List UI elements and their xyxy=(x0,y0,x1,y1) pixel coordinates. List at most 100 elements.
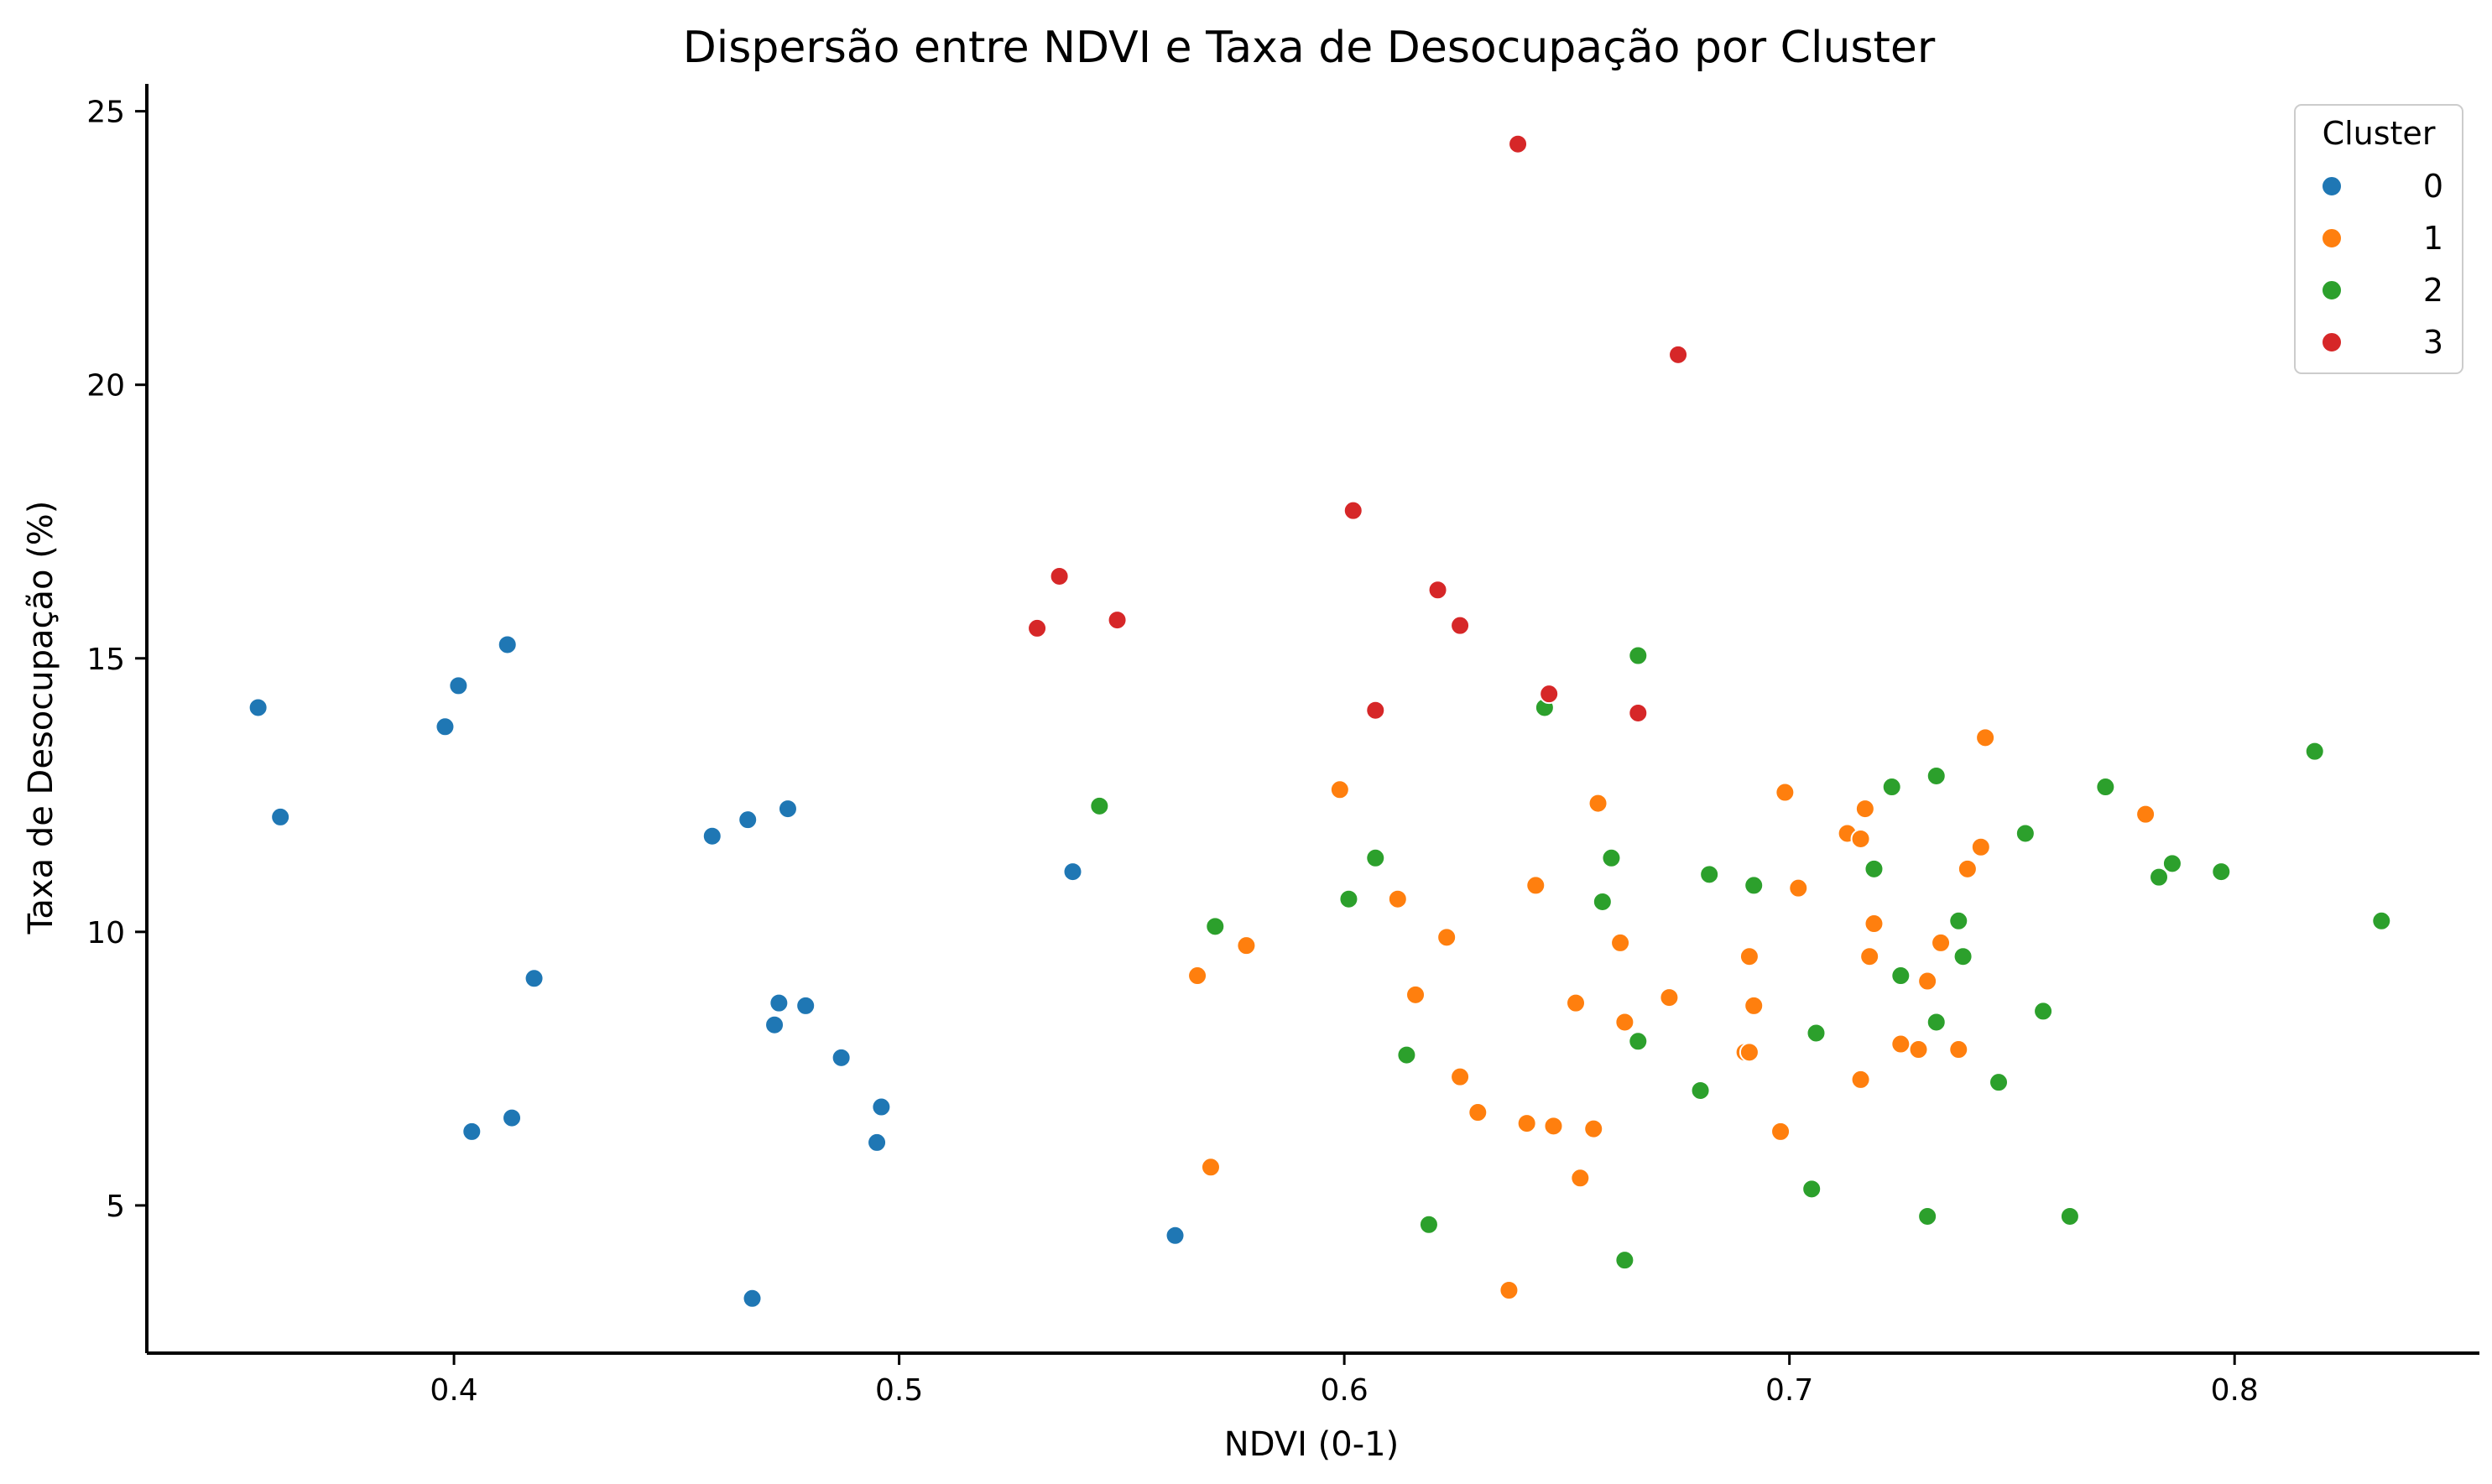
data-point-cluster-2 xyxy=(1806,1023,1827,1044)
data-point-cluster-0 xyxy=(502,1107,523,1128)
data-point-cluster-3 xyxy=(1027,617,1048,638)
data-point-cluster-1 xyxy=(1468,1102,1488,1123)
data-point-cluster-1 xyxy=(1525,875,1546,896)
legend-label-cluster-3: 3 xyxy=(2423,324,2443,361)
data-point-cluster-2 xyxy=(1592,891,1613,912)
data-point-cluster-2 xyxy=(2304,741,2325,762)
data-point-cluster-1 xyxy=(1329,779,1350,800)
data-point-cluster-2 xyxy=(1926,1012,1947,1033)
legend-label-cluster-2: 2 xyxy=(2423,272,2443,309)
legend-marker-cluster-2 xyxy=(2321,279,2343,301)
x-tick-label: 0.6 xyxy=(1321,1373,1369,1408)
data-point-cluster-1 xyxy=(1583,1118,1604,1139)
x-tick-label: 0.4 xyxy=(430,1373,477,1408)
legend-label-cluster-0: 0 xyxy=(2423,168,2443,205)
data-point-cluster-1 xyxy=(1387,888,1408,909)
data-point-cluster-0 xyxy=(777,799,798,820)
data-point-cluster-3 xyxy=(1539,684,1560,705)
x-axis-title: NDVI (0-1) xyxy=(1224,1425,1399,1464)
data-point-cluster-1 xyxy=(1890,1034,1911,1054)
data-point-cluster-0 xyxy=(769,992,790,1013)
data-point-cluster-2 xyxy=(1952,946,1973,967)
data-point-cluster-3 xyxy=(1342,500,1363,521)
chart-title: Dispersão entre NDVI e Taxa de Desocupaç… xyxy=(683,23,1936,73)
data-point-cluster-1 xyxy=(1587,793,1608,814)
data-point-cluster-2 xyxy=(2033,1001,2054,1022)
y-axis-title: Taxa de Desocupação (%) xyxy=(22,501,60,935)
data-point-cluster-1 xyxy=(1854,799,1875,820)
data-point-cluster-1 xyxy=(1775,782,1796,803)
legend-marker-cluster-1 xyxy=(2321,227,2343,249)
data-point-cluster-1 xyxy=(1436,927,1457,948)
data-point-cluster-1 xyxy=(1614,1012,1635,1033)
data-point-cluster-1 xyxy=(1200,1157,1221,1178)
y-tick-label: 15 xyxy=(86,643,125,677)
data-point-cluster-2 xyxy=(1089,795,1110,816)
data-point-cluster-1 xyxy=(2135,804,2156,825)
data-point-cluster-1 xyxy=(1864,914,1885,935)
data-point-cluster-1 xyxy=(1859,946,1880,967)
data-point-cluster-2 xyxy=(1601,847,1622,868)
data-point-cluster-2 xyxy=(1365,847,1386,868)
data-point-cluster-2 xyxy=(1628,1031,1649,1052)
data-point-cluster-2 xyxy=(1418,1214,1439,1235)
data-point-cluster-0 xyxy=(524,968,545,989)
legend-title: Cluster xyxy=(2323,115,2436,152)
legend-marker-cluster-0 xyxy=(2321,175,2343,197)
data-point-cluster-0 xyxy=(738,810,759,831)
x-axis-ticks: 0.4 0.5 0.6 0.7 0.8 xyxy=(430,1353,2259,1408)
data-point-cluster-0 xyxy=(435,716,456,737)
data-point-cluster-2 xyxy=(1801,1179,1822,1200)
data-point-cluster-2 xyxy=(1699,864,1720,885)
y-tick-label: 5 xyxy=(106,1190,125,1224)
data-point-cluster-1 xyxy=(1850,1069,1871,1090)
data-point-cluster-2 xyxy=(1917,1205,1938,1226)
data-point-cluster-2 xyxy=(2149,867,2170,888)
data-point-cluster-2 xyxy=(1338,888,1359,909)
data-point-cluster-3 xyxy=(1450,615,1471,636)
data-point-cluster-1 xyxy=(1516,1113,1537,1134)
legend-box xyxy=(2294,104,2463,374)
y-tick-label: 10 xyxy=(86,916,125,950)
data-point-cluster-2 xyxy=(1890,966,1911,987)
y-tick-label: 25 xyxy=(86,96,125,130)
data-point-cluster-2 xyxy=(2059,1205,2080,1226)
data-point-cluster-2 xyxy=(1989,1072,2010,1093)
data-point-cluster-1 xyxy=(1570,1168,1591,1189)
data-point-cluster-0 xyxy=(795,995,816,1016)
data-point-cluster-3 xyxy=(1049,565,1070,586)
data-point-cluster-3 xyxy=(1365,700,1386,721)
data-point-cluster-1 xyxy=(1957,858,1978,879)
data-point-cluster-1 xyxy=(1499,1280,1520,1301)
data-point-cluster-1 xyxy=(1917,971,1938,992)
data-point-cluster-0 xyxy=(742,1288,763,1309)
data-point-cluster-0 xyxy=(764,1014,785,1035)
data-points xyxy=(248,133,2392,1309)
data-point-cluster-1 xyxy=(1659,987,1680,1008)
data-point-cluster-1 xyxy=(1975,727,1996,748)
data-point-cluster-2 xyxy=(2161,853,2182,874)
legend-items: 0 1 2 3 xyxy=(2321,168,2443,361)
legend: Cluster 0 1 2 3 xyxy=(2294,104,2463,374)
data-point-cluster-2 xyxy=(2371,910,2392,931)
data-point-cluster-0 xyxy=(1165,1225,1186,1246)
data-point-cluster-2 xyxy=(1926,765,1947,786)
data-point-cluster-2 xyxy=(2015,823,2036,844)
data-point-cluster-2 xyxy=(1205,916,1226,937)
data-point-cluster-2 xyxy=(1744,875,1765,896)
data-point-cluster-0 xyxy=(701,825,722,846)
data-point-cluster-3 xyxy=(1668,344,1689,365)
data-point-cluster-1 xyxy=(1566,992,1587,1013)
data-point-cluster-1 xyxy=(1850,828,1871,849)
data-point-cluster-0 xyxy=(270,806,291,827)
y-axis-ticks: 5 10 15 20 25 xyxy=(86,96,147,1224)
data-point-cluster-1 xyxy=(1450,1066,1471,1087)
data-point-cluster-2 xyxy=(2211,862,2232,883)
legend-label-cluster-1: 1 xyxy=(2423,220,2443,257)
data-point-cluster-1 xyxy=(1970,836,1991,857)
data-point-cluster-2 xyxy=(2095,777,2116,798)
data-point-cluster-1 xyxy=(1610,932,1631,953)
data-point-cluster-3 xyxy=(1427,580,1448,601)
data-point-cluster-1 xyxy=(1187,966,1208,987)
